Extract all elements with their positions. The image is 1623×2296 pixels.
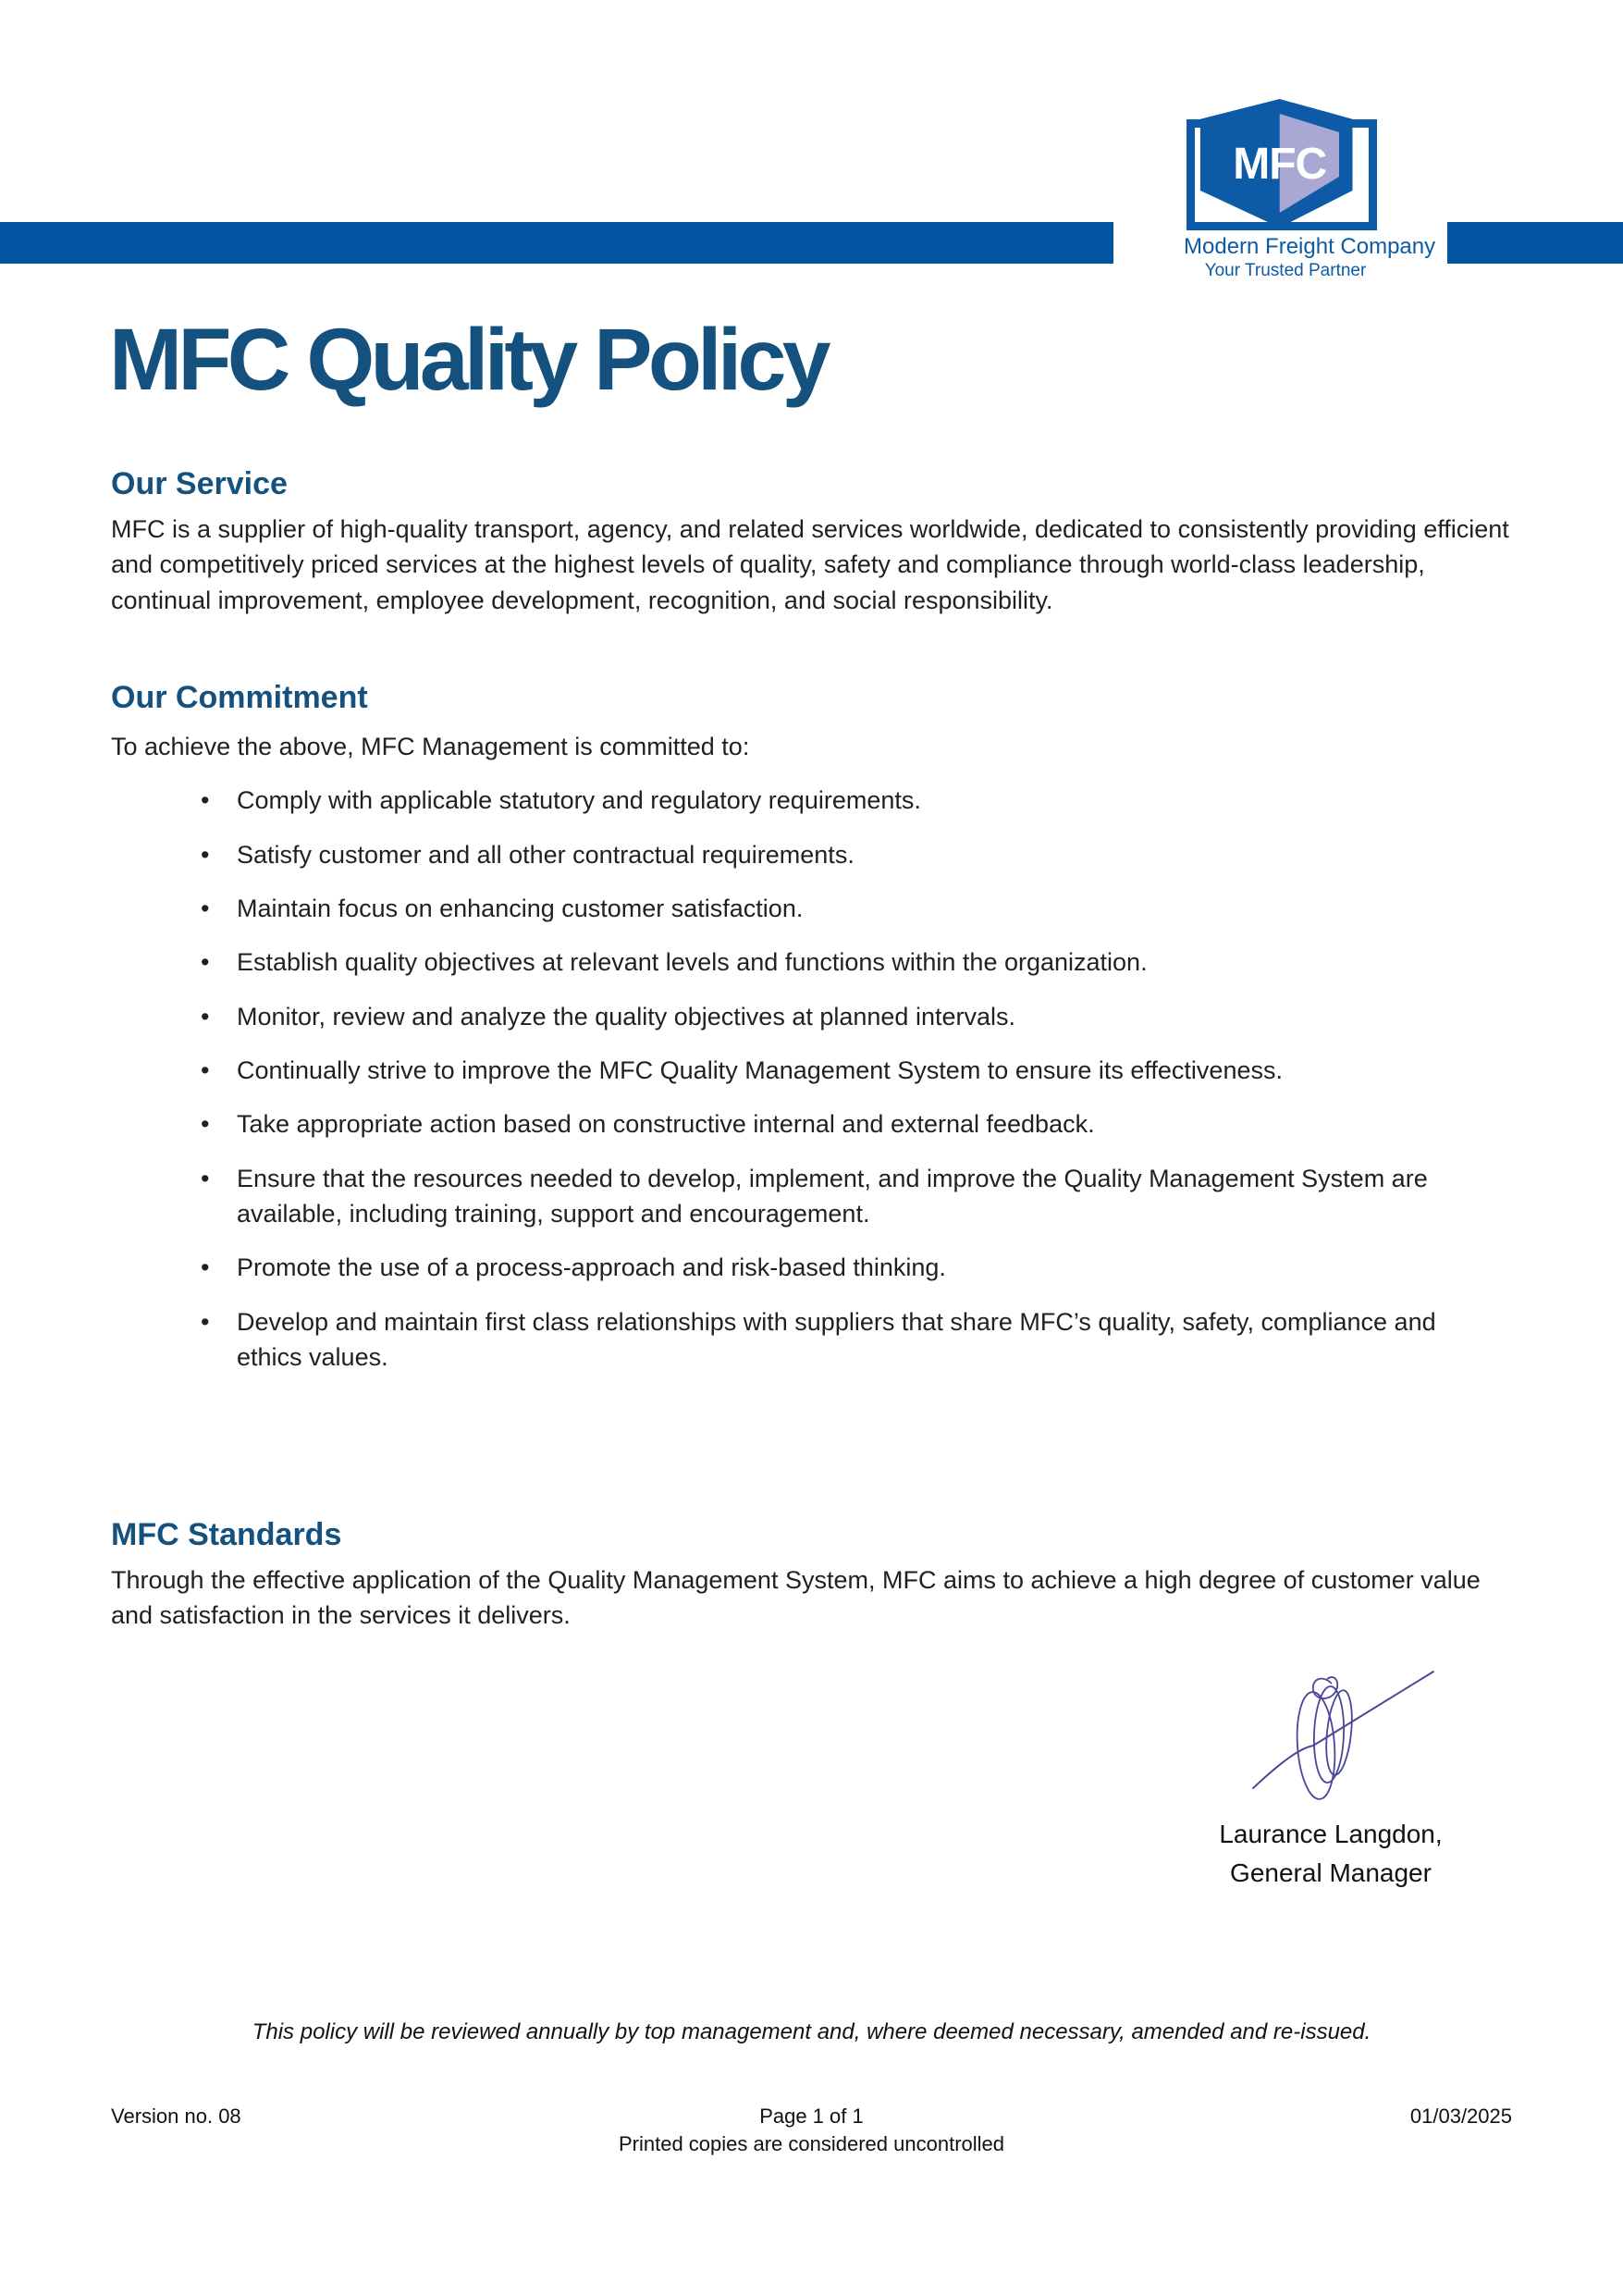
svg-text:MFC: MFC: [1233, 140, 1326, 189]
